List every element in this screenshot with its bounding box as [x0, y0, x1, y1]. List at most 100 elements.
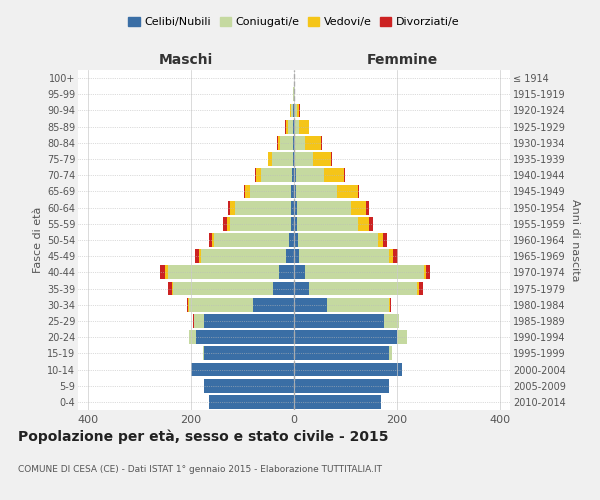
Bar — [295, 120, 299, 134]
Bar — [235, 200, 292, 214]
Bar — [166, 266, 168, 280]
Bar — [228, 200, 230, 214]
Bar — [350, 200, 366, 214]
Bar — [424, 266, 426, 280]
Bar — [294, 233, 298, 247]
Bar — [214, 233, 289, 247]
Bar — [286, 120, 289, 134]
Bar — [245, 184, 250, 198]
Bar — [261, 168, 292, 182]
Bar — [310, 282, 418, 296]
Bar — [294, 184, 296, 198]
Bar — [295, 104, 296, 118]
Bar — [294, 217, 296, 230]
Bar — [195, 250, 199, 263]
Bar — [199, 250, 202, 263]
Bar — [294, 362, 402, 376]
Text: Maschi: Maschi — [159, 53, 213, 67]
Bar — [293, 136, 294, 149]
Bar — [196, 330, 294, 344]
Bar — [366, 200, 368, 214]
Bar — [168, 266, 278, 280]
Bar — [274, 282, 294, 296]
Bar — [383, 233, 387, 247]
Bar — [292, 200, 294, 214]
Bar — [160, 266, 166, 280]
Bar — [389, 298, 390, 312]
Bar — [294, 168, 296, 182]
Bar — [294, 330, 397, 344]
Bar — [272, 152, 293, 166]
Bar — [292, 168, 294, 182]
Bar — [173, 282, 274, 296]
Bar — [294, 346, 389, 360]
Bar — [230, 217, 292, 230]
Bar — [397, 330, 407, 344]
Text: COMUNE DI CESA (CE) - Dati ISTAT 1° gennaio 2015 - Elaborazione TUTTITALIA.IT: COMUNE DI CESA (CE) - Dati ISTAT 1° genn… — [18, 465, 382, 474]
Bar — [202, 250, 286, 263]
Bar — [194, 314, 204, 328]
Bar — [299, 120, 309, 134]
Legend: Celibi/Nubili, Coniugati/e, Vedovi/e, Divorziati/e: Celibi/Nubili, Coniugati/e, Vedovi/e, Di… — [125, 14, 463, 30]
Bar — [418, 282, 419, 296]
Bar — [358, 184, 359, 198]
Bar — [204, 314, 294, 328]
Bar — [296, 217, 358, 230]
Bar — [244, 184, 245, 198]
Bar — [292, 184, 294, 198]
Bar — [209, 395, 294, 409]
Bar — [378, 233, 383, 247]
Bar — [294, 282, 310, 296]
Bar — [172, 282, 173, 296]
Bar — [294, 200, 296, 214]
Bar — [294, 152, 295, 166]
Bar — [295, 152, 313, 166]
Bar — [294, 379, 389, 392]
Bar — [294, 298, 328, 312]
Bar — [289, 120, 293, 134]
Bar — [426, 266, 430, 280]
Bar — [358, 217, 368, 230]
Bar — [296, 184, 337, 198]
Bar — [393, 250, 398, 263]
Bar — [294, 395, 382, 409]
Bar — [321, 136, 322, 149]
Bar — [168, 282, 172, 296]
Bar — [278, 266, 294, 280]
Bar — [299, 250, 389, 263]
Bar — [280, 136, 293, 149]
Bar — [305, 266, 424, 280]
Y-axis label: Anni di nascita: Anni di nascita — [570, 198, 580, 281]
Bar — [212, 233, 214, 247]
Bar — [292, 217, 294, 230]
Bar — [187, 298, 188, 312]
Bar — [209, 233, 212, 247]
Bar — [344, 168, 346, 182]
Bar — [305, 136, 321, 149]
Bar — [223, 217, 227, 230]
Bar — [368, 217, 373, 230]
Bar — [294, 314, 384, 328]
Bar — [328, 298, 389, 312]
Bar — [191, 362, 294, 376]
Bar — [294, 250, 299, 263]
Bar — [227, 217, 230, 230]
Bar — [331, 152, 332, 166]
Bar — [313, 152, 331, 166]
Bar — [298, 233, 378, 247]
Bar — [419, 282, 423, 296]
Bar — [294, 136, 295, 149]
Bar — [324, 168, 344, 182]
Bar — [268, 152, 272, 166]
Bar — [188, 330, 196, 344]
Bar — [389, 250, 393, 263]
Text: Popolazione per età, sesso e stato civile - 2015: Popolazione per età, sesso e stato civil… — [18, 430, 389, 444]
Bar — [278, 136, 280, 149]
Text: Femmine: Femmine — [367, 53, 437, 67]
Bar — [295, 136, 305, 149]
Bar — [291, 104, 293, 118]
Bar — [286, 250, 294, 263]
Bar — [290, 104, 291, 118]
Bar — [390, 298, 391, 312]
Bar — [289, 233, 294, 247]
